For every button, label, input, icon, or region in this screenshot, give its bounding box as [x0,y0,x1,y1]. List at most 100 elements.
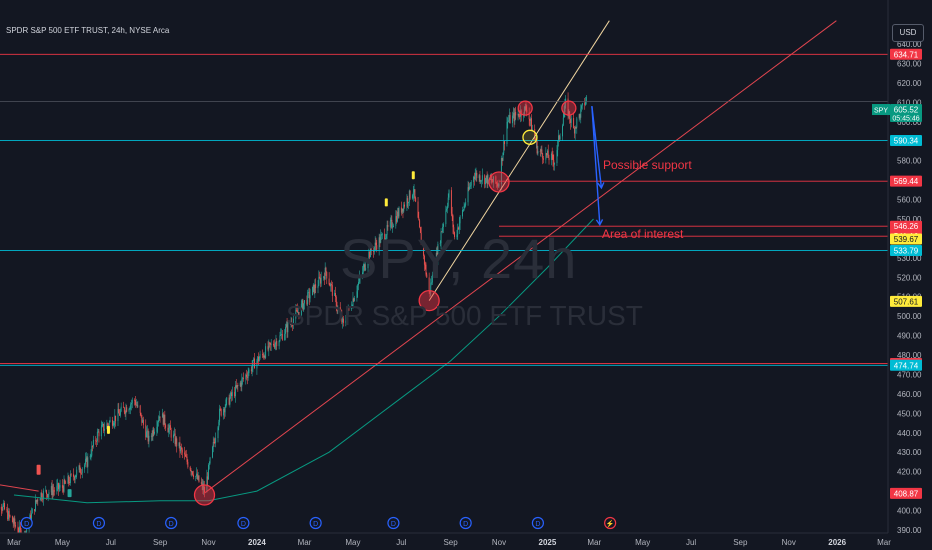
candle-body [358,282,359,286]
candle-body [109,420,111,422]
candle-body [286,324,288,333]
candle-body [330,284,332,287]
candle-body [92,439,94,447]
candle-body [526,109,528,113]
candle-body [75,475,77,478]
candle-body [302,300,304,310]
candle-body [481,180,482,182]
candle-body [412,192,414,196]
candle-body [534,129,536,139]
candle-body [296,309,298,311]
candle-body [147,430,149,442]
level-badge-label: 539.67 [894,235,919,244]
candle-body [169,425,171,430]
candle-body [181,449,183,453]
candle-body [562,117,564,126]
candle-body [134,399,136,401]
price-tick-label: 580.00 [897,157,922,166]
candle-body [547,150,549,158]
candle-body [242,377,244,379]
candle-body [446,206,448,209]
candle-body [237,385,239,387]
candle-body [442,224,444,227]
candle-body [136,404,138,407]
candle-body [212,442,214,447]
candle-body [145,424,147,438]
time-tick-label: Jul [396,538,406,547]
time-tick-label: Nov [201,538,215,547]
candle-body [258,358,260,362]
candle-body [465,202,467,206]
candle-body [107,423,109,425]
time-tick-label: Mar [587,538,601,547]
candle-body [524,106,526,108]
marker-circle-3 [517,100,533,116]
candle-body [274,343,276,348]
candle-body [585,96,587,102]
candle-body [536,141,538,154]
candle-body [554,163,556,165]
current-price-countdown: 05:45:46 [892,116,919,123]
candle-body [565,98,567,104]
candle-body [514,112,516,122]
candle-body [474,175,476,180]
candle-body [585,101,586,105]
dividend-marker-icon [92,516,106,530]
candle-body [59,485,61,488]
candle-body [312,284,314,287]
candle-body [296,310,298,313]
candle-body [251,366,253,372]
candle-body [218,421,220,428]
arrow-line-1 [591,106,601,225]
candle-body [117,409,119,421]
candle-body [102,423,104,425]
candle-body [95,439,97,441]
candle-body [208,465,209,480]
candle-body [408,202,409,204]
candle-body [217,427,219,439]
candle-body [12,522,14,524]
candle-body [542,153,544,159]
candle-body [126,407,128,412]
candle-body [63,479,65,492]
candle-body [131,399,133,404]
candle-body [124,412,126,414]
candle-body [553,160,555,165]
lightning-icon [604,516,617,530]
candle-body [384,233,386,240]
candle-body [195,476,197,478]
candle-body [551,153,553,155]
candle-body [262,354,264,358]
candle-body [335,293,336,297]
candle-body [142,419,144,425]
time-tick-label: Mar [7,538,21,547]
moving-average-line [13,218,594,504]
candle-body [417,201,419,218]
time-tick-label: Sep [153,538,168,547]
candle-body [392,225,394,227]
candle-body [434,269,436,275]
dividend-marker-icon [309,516,322,530]
candle-body [359,276,361,278]
candle-body [430,282,432,292]
candle-body [231,392,232,397]
candle-body [34,500,36,512]
candle-body [137,405,139,407]
candle-body [497,186,499,187]
candle-body [189,466,191,470]
candle-body [118,409,120,414]
candle-body [208,463,210,466]
candle-body [319,276,321,278]
candle-body [517,113,519,116]
candle-body [146,430,148,432]
dividend-marker-label: D [313,521,318,528]
candle-body [412,195,413,199]
candle-body [459,216,461,224]
candle-body [190,469,192,473]
candle-body [258,356,259,362]
candle-body [41,492,43,499]
candle-body [523,115,525,117]
candle-body [115,415,117,421]
currency-button[interactable]: USD [892,24,924,42]
